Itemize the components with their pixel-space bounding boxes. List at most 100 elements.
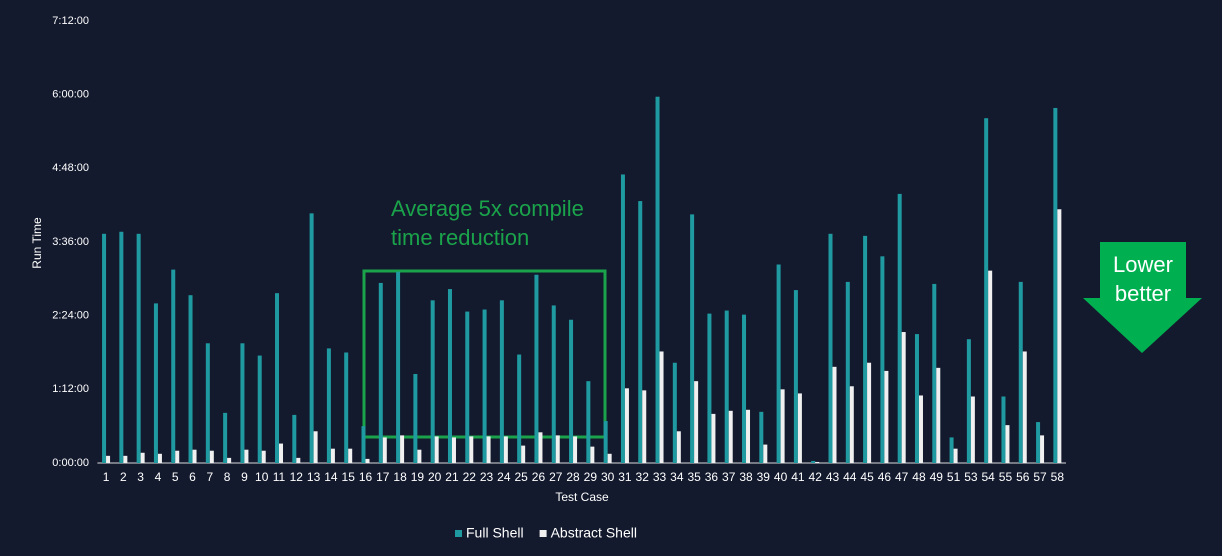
bar <box>361 426 366 463</box>
bar <box>620 174 625 463</box>
y-tick-label: 3:36:00 <box>52 236 89 248</box>
bar <box>797 393 802 463</box>
x-tick-label: 15 <box>342 470 356 484</box>
bar <box>275 293 280 463</box>
x-tick-label: 12 <box>290 470 304 484</box>
bar <box>205 343 210 463</box>
bar <box>590 446 595 463</box>
bar <box>382 437 387 463</box>
x-axis-title: Test Case <box>555 490 609 504</box>
x-tick-label: 37 <box>722 470 736 484</box>
x-tick-label: 34 <box>670 470 684 484</box>
bar <box>102 233 107 463</box>
x-tick-label: 53 <box>964 470 978 484</box>
bar <box>863 235 868 463</box>
bar <box>707 313 712 463</box>
bar <box>313 431 318 463</box>
bar <box>326 348 331 463</box>
x-tick-label: 58 <box>1051 470 1065 484</box>
bar <box>1018 281 1023 463</box>
bar <box>1053 107 1058 463</box>
bar <box>1022 351 1027 463</box>
x-tick-label: 32 <box>636 470 650 484</box>
y-tick-label: 7:12:00 <box>52 15 89 27</box>
bar <box>988 270 993 463</box>
bar <box>763 444 768 463</box>
x-tick-label: 3 <box>137 470 144 484</box>
x-tick-label: 55 <box>999 470 1013 484</box>
bar <box>521 445 526 463</box>
bar <box>534 274 539 463</box>
bar <box>742 314 747 463</box>
bar <box>136 233 141 463</box>
bar <box>832 366 837 463</box>
x-tick-label: 19 <box>411 470 425 484</box>
bar <box>140 452 145 463</box>
bar <box>984 118 989 464</box>
bar <box>499 300 504 463</box>
x-tick-label: 18 <box>393 470 407 484</box>
bar <box>175 450 180 463</box>
bar <box>309 213 314 463</box>
x-tick-label: 23 <box>480 470 494 484</box>
x-tick-label: 1 <box>103 470 110 484</box>
bar <box>624 388 629 463</box>
bar <box>503 436 508 463</box>
bar <box>469 436 474 463</box>
x-tick-label: 43 <box>826 470 840 484</box>
bar <box>603 421 608 463</box>
bar <box>655 96 660 464</box>
bar <box>279 443 284 463</box>
x-tick-label: 54 <box>981 470 995 484</box>
bar <box>936 367 941 463</box>
annotation: Lower better <box>1113 252 1173 306</box>
bar <box>793 290 798 463</box>
x-tick-label: 38 <box>739 470 753 484</box>
bar <box>828 233 833 463</box>
bar <box>106 455 111 463</box>
bar <box>897 193 902 463</box>
bar <box>676 431 681 463</box>
bar <box>867 362 872 463</box>
bar <box>447 289 452 463</box>
bar <box>517 354 522 463</box>
bar <box>451 437 456 463</box>
bar <box>746 409 751 463</box>
bar <box>434 436 439 463</box>
x-tick-label: 51 <box>947 470 961 484</box>
x-tick-label: 22 <box>463 470 477 484</box>
bar <box>396 271 401 463</box>
legend-label: Full Shell <box>466 525 524 541</box>
bar <box>845 281 850 463</box>
x-tick-label: 44 <box>843 470 857 484</box>
x-tick-label: 26 <box>532 470 546 484</box>
x-tick-label: 40 <box>774 470 788 484</box>
x-tick-label: 17 <box>376 470 390 484</box>
bar <box>430 300 435 463</box>
bar <box>1040 435 1045 463</box>
x-tick-label: 21 <box>445 470 459 484</box>
bar <box>551 305 556 463</box>
bar <box>413 373 418 463</box>
bar <box>607 453 612 463</box>
y-axis-title: Run Time <box>30 217 44 269</box>
bar <box>192 449 197 463</box>
bar <box>849 386 854 463</box>
bar <box>918 395 923 463</box>
x-tick-label: 25 <box>514 470 528 484</box>
y-tick-label: 4:48:00 <box>52 162 89 174</box>
bar <box>711 413 716 463</box>
bar <box>465 311 470 463</box>
x-tick-label: 24 <box>497 470 511 484</box>
y-tick-label: 1:12:00 <box>52 383 89 395</box>
bar <box>417 449 422 463</box>
bar <box>209 450 214 463</box>
x-tick-label: 29 <box>584 470 598 484</box>
bar <box>344 352 349 463</box>
bar <box>659 351 664 463</box>
x-tick-label: 27 <box>549 470 563 484</box>
bar <box>348 448 353 463</box>
bar <box>569 319 574 463</box>
